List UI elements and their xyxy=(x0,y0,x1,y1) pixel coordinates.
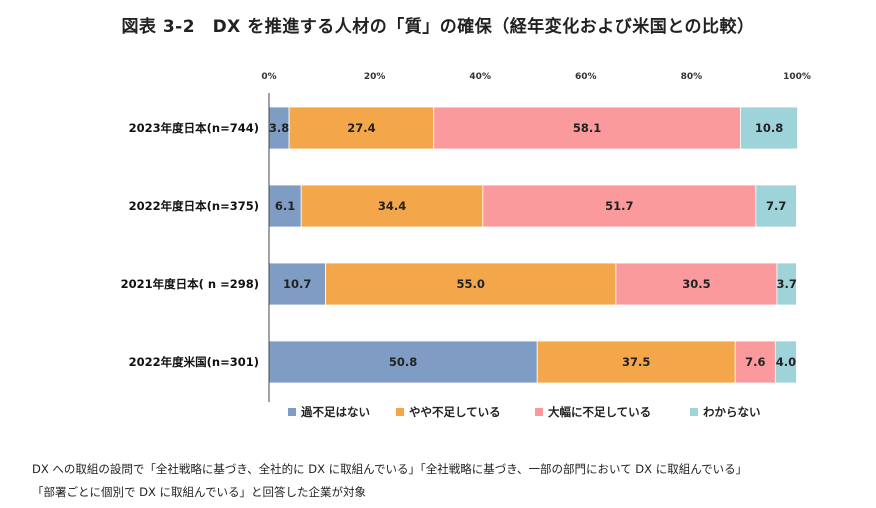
bar-segment xyxy=(734,340,776,384)
bar-value-label: 3.8 xyxy=(269,121,289,135)
legend-label: 過不足はない xyxy=(300,405,370,419)
bar-segment xyxy=(536,340,736,384)
bar-value-label: 3.7 xyxy=(777,277,797,291)
bar-value-label: 27.4 xyxy=(347,121,375,135)
legend-label: やや不足している xyxy=(409,405,501,419)
bar-segment xyxy=(268,340,538,384)
footnote-line-2: 「部署ごとに個別で DX に取組んでいる」と回答した企業が対象 xyxy=(32,485,366,499)
bar-segment xyxy=(740,106,798,150)
bar-value-label: 51.7 xyxy=(605,199,633,213)
x-tick-label: 80% xyxy=(681,72,703,82)
chart-title: 図表 3-2 DX を推進する人材の「質」の確保（経年変化および米国との比較） xyxy=(121,17,755,37)
bar-value-label: 50.8 xyxy=(389,355,417,369)
bar-segment xyxy=(774,340,797,384)
legend-swatch xyxy=(535,408,543,416)
legend-swatch xyxy=(690,408,698,416)
legend-swatch xyxy=(288,408,296,416)
footnote-line-1: DX への取組の設問で「全社戦略に基づき、全社的に DX に取組んでいる」「全社… xyxy=(32,462,748,476)
bar-value-label: 10.7 xyxy=(283,277,311,291)
bar-value-label: 7.6 xyxy=(745,355,765,369)
legend-label: わからない xyxy=(703,405,761,419)
bar-segment xyxy=(268,184,302,228)
category-label: 2022年度米国(n=301) xyxy=(129,355,259,369)
bar-value-label: 58.1 xyxy=(573,121,601,135)
bar-segment xyxy=(288,106,435,150)
bar-value-label: 37.5 xyxy=(622,355,650,369)
bar-value-label: 30.5 xyxy=(682,277,710,291)
bar-value-label: 7.7 xyxy=(766,199,786,213)
bar-segment xyxy=(755,184,797,228)
category-label: 2021年度日本( n =298) xyxy=(121,277,259,291)
bar-segment xyxy=(268,262,326,306)
legend-label: 大幅に不足している xyxy=(548,405,651,419)
x-tick-label: 60% xyxy=(575,72,597,82)
x-tick-label: 100% xyxy=(783,72,811,82)
bar-value-label: 6.1 xyxy=(275,199,295,213)
bar-segment xyxy=(615,262,778,306)
x-tick-label: 40% xyxy=(469,72,491,82)
bar-segment xyxy=(482,184,757,228)
bar-segment xyxy=(325,262,617,306)
bar-value-label: 34.4 xyxy=(378,199,406,213)
bar-value-label: 10.8 xyxy=(755,121,783,135)
bar-segment xyxy=(300,184,484,228)
x-tick-label: 0% xyxy=(261,72,276,82)
bar-value-label: 55.0 xyxy=(457,277,485,291)
bar-segment xyxy=(776,262,797,306)
legend-swatch xyxy=(396,408,404,416)
category-label: 2022年度日本(n=375) xyxy=(129,199,259,213)
x-tick-label: 20% xyxy=(364,72,386,82)
bar-value-label: 4.0 xyxy=(776,355,796,369)
category-label: 2023年度日本(n=744) xyxy=(129,121,259,135)
